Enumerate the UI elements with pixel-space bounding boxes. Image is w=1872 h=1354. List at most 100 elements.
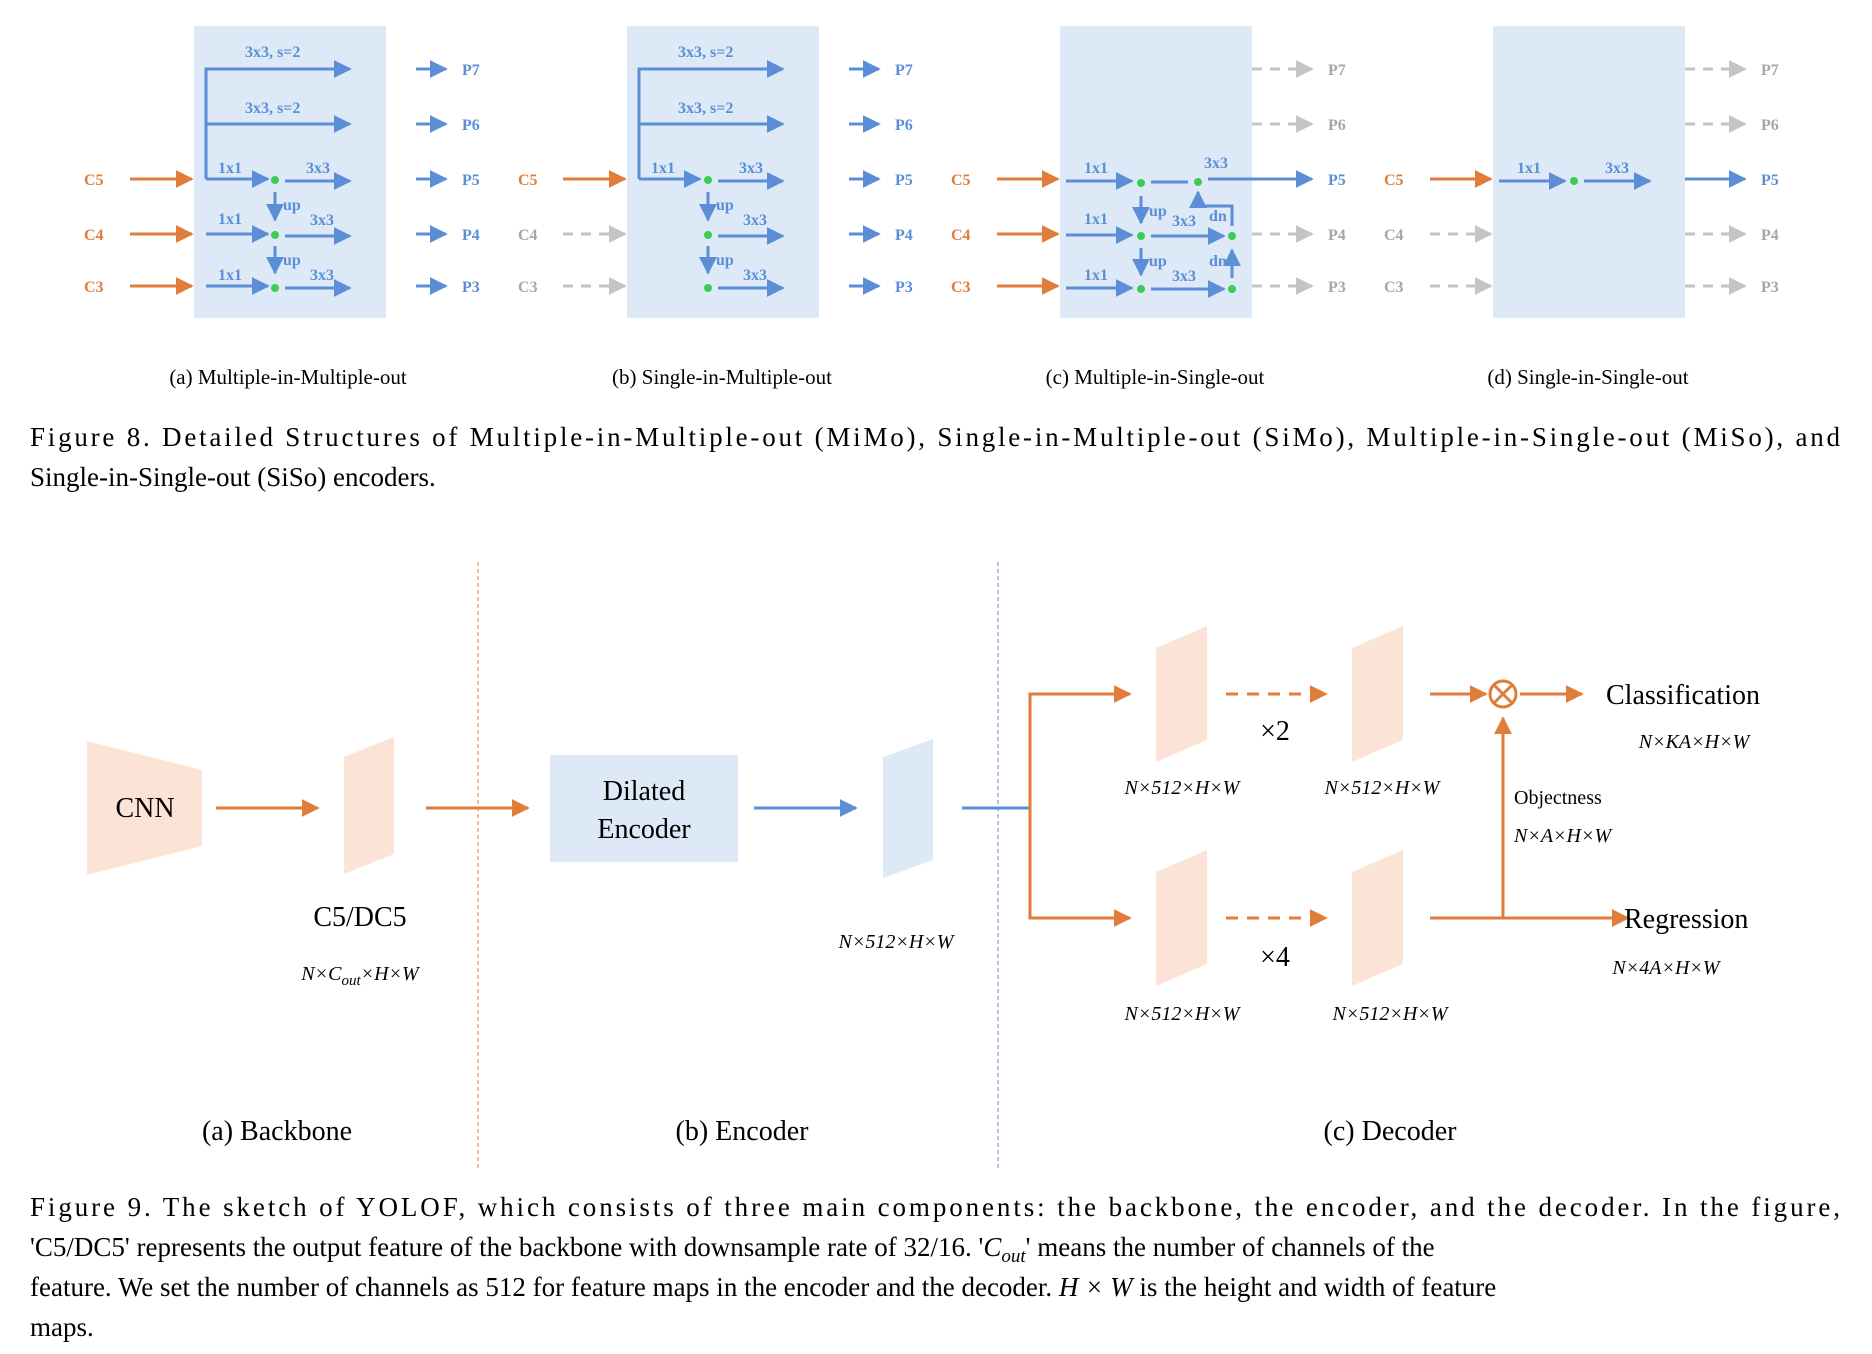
input-label-c5: C5 <box>1384 172 1404 189</box>
op-label: 3x3, s=2 <box>245 44 300 61</box>
output-label-p4: P4 <box>1328 227 1346 244</box>
output-label-p5: P5 <box>462 172 480 189</box>
panel-simo: C5 C4 C3 3x3, s=2 3x3, s=2 1x1 up up 3x3… <box>518 26 913 389</box>
op-label: up <box>1149 253 1167 270</box>
op-label: 1x1 <box>218 160 242 177</box>
panel-miso: C5 C4 C3 1x1 1x1 1x1 up up 3x3 3x3 <box>951 26 1346 389</box>
decoder-dim: N×512×H×W <box>1324 777 1442 799</box>
regression-dim: N×4A×H×W <box>1611 957 1721 979</box>
figure-8: C5 C4 C3 3x3, s=2 3x3, s=2 1x1 1x1 1x1 u… <box>30 26 1841 492</box>
op-label: 1x1 <box>1084 160 1108 177</box>
backbone-feature-label: C5/DC5 <box>313 902 406 933</box>
input-label-c3: C3 <box>84 279 104 296</box>
op-label: 3x3 <box>310 212 334 229</box>
encoder-dim: N×512×H×W <box>838 931 956 953</box>
op-label: up <box>716 197 734 214</box>
op-label: 3x3 <box>306 160 330 177</box>
output-label-p3: P3 <box>1761 279 1779 296</box>
figure-9-caption-line1: Figure 9. The sketch of YOLOF, which con… <box>30 1192 1840 1222</box>
op-label: 1x1 <box>1517 160 1541 177</box>
input-label-c3: C3 <box>1384 279 1404 296</box>
feature-map <box>1156 626 1207 762</box>
regression-label: Regression <box>1624 904 1748 935</box>
op-label: 3x3 <box>739 160 763 177</box>
feature-map <box>1352 850 1403 986</box>
subcaption-backbone: (a) Backbone <box>202 1116 352 1147</box>
figure-9: CNN C5/DC5 N×Cout×H×W (a) Backbone Dilat… <box>30 562 1840 1342</box>
feature-map <box>1156 850 1207 986</box>
output-label-p6: P6 <box>1328 117 1346 134</box>
panel-mimo: C5 C4 C3 3x3, s=2 3x3, s=2 1x1 1x1 1x1 u… <box>84 26 480 389</box>
input-label-c3: C3 <box>951 279 971 296</box>
encoder-label-line1: Dilated <box>603 776 685 807</box>
feature-map <box>883 739 933 878</box>
input-label-c4: C4 <box>518 227 538 244</box>
op-label: dn <box>1209 208 1227 225</box>
op-label: 3x3 <box>310 267 334 284</box>
subcaption-siso: (d) Single-in-Single-out <box>1487 365 1688 389</box>
input-label-c5: C5 <box>84 172 104 189</box>
decoder-dim: N×512×H×W <box>1332 1003 1450 1025</box>
input-label-c4: C4 <box>1384 227 1404 244</box>
op-label: 3x3 <box>1172 268 1196 285</box>
op-label: 3x3 <box>1605 160 1629 177</box>
op-label: 3x3 <box>743 267 767 284</box>
decoder-dim: N×512×H×W <box>1124 777 1242 799</box>
figure-9-caption-line4: maps. <box>30 1312 94 1342</box>
output-label-p6: P6 <box>895 117 913 134</box>
op-label: 1x1 <box>1084 211 1108 228</box>
output-label-p3: P3 <box>895 279 913 296</box>
cnn-label: CNN <box>115 793 174 824</box>
output-label-p3: P3 <box>1328 279 1346 296</box>
subcaption-simo: (b) Single-in-Multiple-out <box>612 365 832 389</box>
input-label-c5: C5 <box>518 172 538 189</box>
figure-9-caption-line3: feature. We set the number of channels a… <box>30 1272 1496 1302</box>
repeat-x2: ×2 <box>1260 716 1290 747</box>
input-label-c4: C4 <box>951 227 971 244</box>
dilated-encoder-box <box>550 755 738 862</box>
output-label-p5: P5 <box>1761 172 1779 189</box>
op-label: dn <box>1209 253 1227 270</box>
op-label: up <box>283 197 301 214</box>
output-label-p5: P5 <box>1328 172 1346 189</box>
subcaption-encoder: (b) Encoder <box>676 1116 810 1147</box>
figure-9-caption-line2: 'C5/DC5' represents the output feature o… <box>30 1232 1435 1267</box>
output-label-p7: P7 <box>895 62 913 79</box>
feature-map <box>344 737 394 874</box>
output-label-p7: P7 <box>462 62 480 79</box>
op-label: 3x3, s=2 <box>245 100 300 117</box>
output-label-p7: P7 <box>1761 62 1779 79</box>
subcaption-decoder: (c) Decoder <box>1324 1116 1458 1147</box>
objectness-label: Objectness <box>1514 787 1602 809</box>
output-label-p6: P6 <box>1761 117 1779 134</box>
output-label-p4: P4 <box>462 227 480 244</box>
op-label: up <box>716 252 734 269</box>
output-label-p6: P6 <box>462 117 480 134</box>
subcaption-miso: (c) Multiple-in-Single-out <box>1046 365 1265 389</box>
output-label-p3: P3 <box>462 279 480 296</box>
decoder-dim: N×512×H×W <box>1124 1003 1242 1025</box>
input-label-c4: C4 <box>84 227 104 244</box>
op-label: 3x3 <box>743 212 767 229</box>
output-label-p7: P7 <box>1328 62 1346 79</box>
panel-siso: C5 C4 C3 1x1 3x3 P7 P6 P5 P4 P3 (d) Sing… <box>1384 26 1779 389</box>
feature-map <box>1352 626 1403 762</box>
input-label-c5: C5 <box>951 172 971 189</box>
op-label: 1x1 <box>651 160 675 177</box>
input-label-c3: C3 <box>518 279 538 296</box>
op-label: 3x3, s=2 <box>678 100 733 117</box>
op-label: up <box>1149 203 1167 220</box>
op-label: 3x3 <box>1172 213 1196 230</box>
op-label: 3x3, s=2 <box>678 44 733 61</box>
objectness-dim: N×A×H×W <box>1513 825 1613 847</box>
op-label: 3x3 <box>1204 155 1228 172</box>
classification-label: Classification <box>1606 680 1760 711</box>
output-label-p4: P4 <box>1761 227 1779 244</box>
output-label-p5: P5 <box>895 172 913 189</box>
op-label: 1x1 <box>218 211 242 228</box>
figure-8-caption-line2: Single-in-Single-out (SiSo) encoders. <box>30 462 436 492</box>
op-label: 1x1 <box>1084 267 1108 284</box>
repeat-x4: ×4 <box>1260 942 1290 973</box>
classification-dim: N×KA×H×W <box>1638 731 1752 753</box>
